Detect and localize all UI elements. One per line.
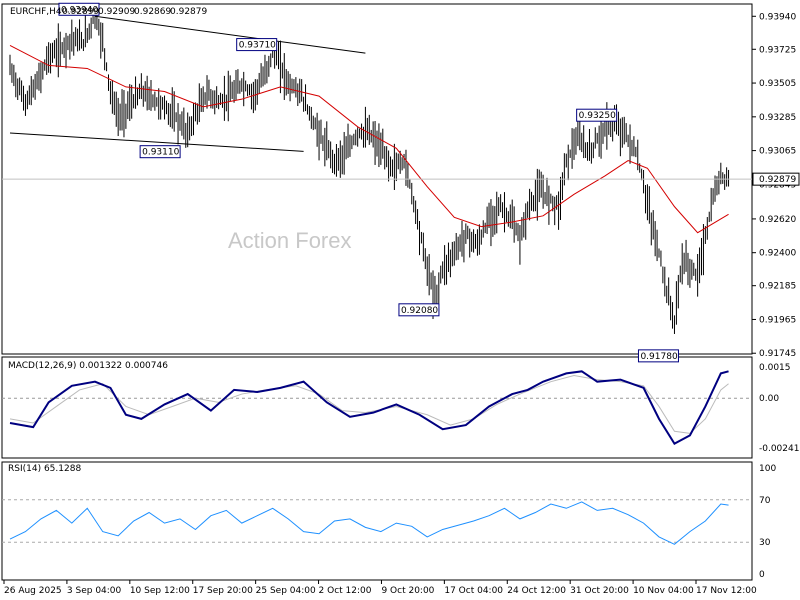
last-price-label: 0.92879 [759,175,796,185]
annotation-box [139,145,181,159]
moving-average-line [9,45,729,234]
macd-tick-label-0: 0.0015 [759,363,791,373]
header-high: 0.92909 [98,7,135,17]
header-symbol: EURCHF,H4 [10,7,62,17]
time-tick-label-7: 17 Oct 04:00 [444,586,503,596]
time-tick-label-8: 24 Oct 12:00 [507,586,566,596]
annotation-label: 0.93110 [142,148,179,158]
price-tick-label-10: 0.91745 [759,349,796,359]
annotation-label: 0.91780 [640,352,677,362]
price-tick-label-8: 0.92185 [759,282,796,292]
header-close: 0.92879 [170,7,207,17]
panel-frame-1 [1,356,753,459]
time-tick-label-10: 10 Nov 04:00 [633,586,694,596]
annotation-0: 0.93940 [58,2,100,16]
last-price: 0.92879 [2,172,800,186]
header-open: 0.92899 [62,7,99,17]
annotation-1: 0.93710 [236,38,278,52]
time-tick-label-9: 31 Oct 20:00 [570,586,629,596]
time-tick-label-0: 26 Aug 2025 [4,586,62,596]
time-tick-label-11: 17 Nov 12:00 [696,586,757,596]
time-tick-label-5: 2 Oct 12:00 [319,586,372,596]
time-tick-label-6: 9 Oct 20:00 [381,586,434,596]
time-tick-label-2: 10 Sep 12:00 [130,586,190,596]
rsi-line [9,501,729,545]
rsi-panel: RSI(14) 65.1288 100 70 30 0 [2,464,776,580]
macd-signal-line [9,374,729,434]
macd-tick-label-2: -0.00241 [759,444,799,454]
macd-label: MACD(12,26,9) 0.001322 0.000746 [8,361,168,371]
annotation-box [236,38,278,52]
price-annotations: 0.93940 0.93710 0.93110 0.93250 0.92080 0.917… [58,2,679,363]
price-tick-label-2: 0.93505 [759,79,796,89]
chart-frame [1,3,753,581]
price-tick-label-6: 0.92620 [759,215,796,225]
annotation-2: 0.93110 [139,145,181,159]
annotation-3: 0.93250 [576,108,618,122]
annotation-label: 0.93940 [61,5,98,15]
chart-header: EURCHF,H4 0.92899 0.92909 0.92869 0.9287… [10,7,207,17]
time-tick-label-4: 25 Sep 04:00 [256,586,316,596]
last-price-box [752,172,800,186]
annotation-5: 0.91780 [637,349,679,363]
rsi-tick-label-0: 100 [759,464,776,474]
price-tick-label-7: 0.92400 [759,249,796,259]
price-tick-label-0: 0.93940 [759,12,796,22]
time-axis-labels: 26 Aug 2025 3 Sep 04:00 10 Sep 12:00 17 Sep… [3,580,757,596]
annotation-box [637,349,679,363]
moving-average [9,45,729,234]
rsi-tick-label-2: 30 [759,538,771,548]
price-axis-labels: 0.93940 0.93725 0.93505 0.93285 0.93065 0.928… [752,12,796,359]
price-tick-label-4: 0.93065 [759,147,796,157]
trendline-1 [9,132,304,152]
annotation-label: 0.93710 [239,41,276,51]
time-tick-label-1: 3 Sep 04:00 [67,586,122,596]
rsi-tick-label-3: 0 [759,570,765,580]
panel-frame-2 [1,461,753,581]
macd-line [9,370,729,445]
annotation-box [398,303,440,317]
watermark: Action Forex [228,228,352,253]
macd-tick-label-1: 0.00 [759,394,779,404]
rsi-tick-label-1: 70 [759,496,771,506]
annotation-box [576,108,618,122]
header-low: 0.92869 [134,7,171,17]
rsi-label: RSI(14) 65.1288 [8,464,81,474]
price-tick-label-3: 0.93285 [759,113,796,123]
annotation-box [58,2,100,16]
trendline-0 [94,15,366,54]
macd-panel: MACD(12,26,9) 0.001322 0.000746 0.0015 0.… [2,361,799,454]
price-tick-label-1: 0.93725 [759,45,796,55]
price-tick-label-9: 0.91965 [759,315,796,325]
annotation-label: 0.93250 [579,111,616,121]
price-bars [9,9,730,334]
trendlines [9,15,366,152]
time-tick-label-3: 17 Sep 20:00 [193,586,253,596]
annotation-4: 0.92080 [398,303,440,317]
annotation-label: 0.92080 [401,306,438,316]
